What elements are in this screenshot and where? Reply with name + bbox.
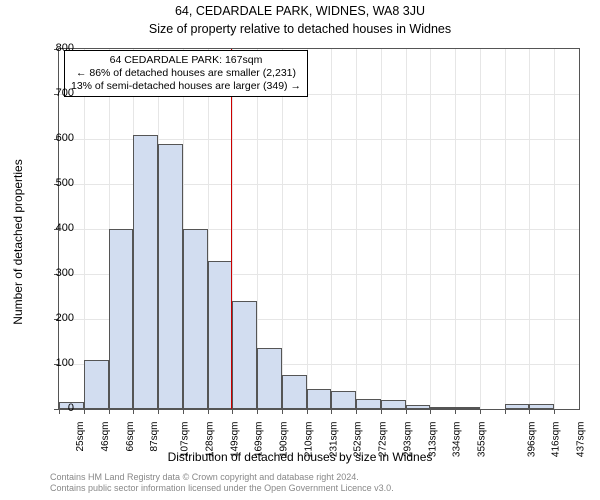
x-tick-mark — [208, 409, 209, 414]
x-tick-label: 313sqm — [427, 422, 438, 458]
x-tick-mark — [455, 409, 456, 414]
grid-line — [282, 49, 283, 409]
x-tick-label: 128sqm — [204, 422, 215, 458]
y-tick-label: 200 — [34, 312, 74, 324]
attribution-text: Contains HM Land Registry data © Crown c… — [50, 472, 394, 495]
y-tick-label: 800 — [34, 42, 74, 54]
x-tick-mark — [133, 409, 134, 414]
x-tick-label: 210sqm — [303, 422, 314, 458]
histogram-bar — [381, 400, 406, 409]
grid-line — [480, 49, 481, 409]
x-tick-mark — [381, 409, 382, 414]
histogram-bar — [505, 404, 530, 409]
histogram-bar — [133, 135, 158, 410]
grid-line — [331, 49, 332, 409]
grid-line — [356, 49, 357, 409]
grid-line — [84, 49, 85, 409]
x-tick-label: 437sqm — [576, 422, 587, 458]
histogram-bar — [282, 375, 307, 409]
histogram-bar — [430, 407, 455, 409]
x-tick-label: 272sqm — [378, 422, 389, 458]
histogram-bar — [232, 301, 257, 409]
x-tick-mark — [158, 409, 159, 414]
y-axis-label: Number of detached properties — [11, 112, 25, 372]
x-tick-label: 190sqm — [279, 422, 290, 458]
x-axis-label: Distribution of detached houses by size … — [0, 450, 600, 464]
histogram-bar — [455, 407, 480, 409]
y-tick-label: 0 — [34, 402, 74, 414]
x-tick-mark — [232, 409, 233, 414]
info-box: 64 CEDARDALE PARK: 167sqm ← 86% of detac… — [64, 50, 308, 97]
histogram-bar — [307, 389, 332, 409]
histogram-bar — [84, 360, 109, 410]
info-line-2: ← 86% of detached houses are smaller (2,… — [71, 67, 301, 80]
x-tick-mark — [183, 409, 184, 414]
grid-line — [430, 49, 431, 409]
x-tick-mark — [480, 409, 481, 414]
x-tick-label: 293sqm — [402, 422, 413, 458]
y-tick-label: 700 — [34, 87, 74, 99]
y-tick-label: 300 — [34, 267, 74, 279]
histogram-bar — [529, 404, 554, 409]
histogram-bar — [109, 229, 134, 409]
x-tick-label: 149sqm — [229, 422, 240, 458]
grid-line — [455, 49, 456, 409]
x-tick-mark — [505, 409, 506, 414]
x-tick-label: 66sqm — [125, 422, 136, 452]
x-tick-mark — [84, 409, 85, 414]
x-tick-label: 416sqm — [551, 422, 562, 458]
grid-line — [505, 49, 506, 409]
x-tick-mark — [406, 409, 407, 414]
chart-subtitle: Size of property relative to detached ho… — [0, 22, 600, 36]
x-tick-label: 231sqm — [328, 422, 339, 458]
y-tick-label: 600 — [34, 132, 74, 144]
attribution-line1: Contains HM Land Registry data © Crown c… — [50, 472, 359, 482]
x-tick-mark — [257, 409, 258, 414]
info-line-3: 13% of semi-detached houses are larger (… — [71, 80, 301, 93]
histogram-bar — [158, 144, 183, 410]
histogram-bar — [183, 229, 208, 409]
grid-line — [529, 49, 530, 409]
x-tick-label: 169sqm — [254, 422, 265, 458]
x-tick-label: 355sqm — [477, 422, 488, 458]
x-tick-label: 25sqm — [75, 422, 86, 452]
y-tick-label: 400 — [34, 222, 74, 234]
histogram-bar — [257, 348, 282, 409]
x-tick-label: 396sqm — [526, 422, 537, 458]
x-tick-label: 46sqm — [100, 422, 111, 452]
x-tick-mark — [554, 409, 555, 414]
x-tick-mark — [331, 409, 332, 414]
x-tick-mark — [356, 409, 357, 414]
grid-line — [406, 49, 407, 409]
histogram-bar — [331, 391, 356, 409]
y-tick-label: 100 — [34, 357, 74, 369]
histogram-bar — [356, 399, 381, 409]
attribution-line2: Contains public sector information licen… — [50, 483, 394, 493]
x-tick-label: 87sqm — [149, 422, 160, 452]
x-tick-label: 334sqm — [452, 422, 463, 458]
grid-line — [381, 49, 382, 409]
address-title: 64, CEDARDALE PARK, WIDNES, WA8 3JU — [0, 4, 600, 18]
x-tick-mark — [529, 409, 530, 414]
histogram-bar — [406, 405, 431, 410]
histogram-chart: 64, CEDARDALE PARK, WIDNES, WA8 3JU Size… — [0, 0, 600, 500]
x-tick-mark — [307, 409, 308, 414]
info-line-1: 64 CEDARDALE PARK: 167sqm — [71, 54, 301, 67]
grid-line — [554, 49, 555, 409]
y-tick-label: 500 — [34, 177, 74, 189]
grid-line — [307, 49, 308, 409]
histogram-bar — [208, 261, 233, 410]
x-tick-label: 107sqm — [180, 422, 191, 458]
plot-area — [58, 48, 580, 410]
x-tick-mark — [109, 409, 110, 414]
x-tick-label: 252sqm — [353, 422, 364, 458]
reference-line — [231, 49, 232, 409]
x-tick-mark — [430, 409, 431, 414]
x-tick-mark — [282, 409, 283, 414]
